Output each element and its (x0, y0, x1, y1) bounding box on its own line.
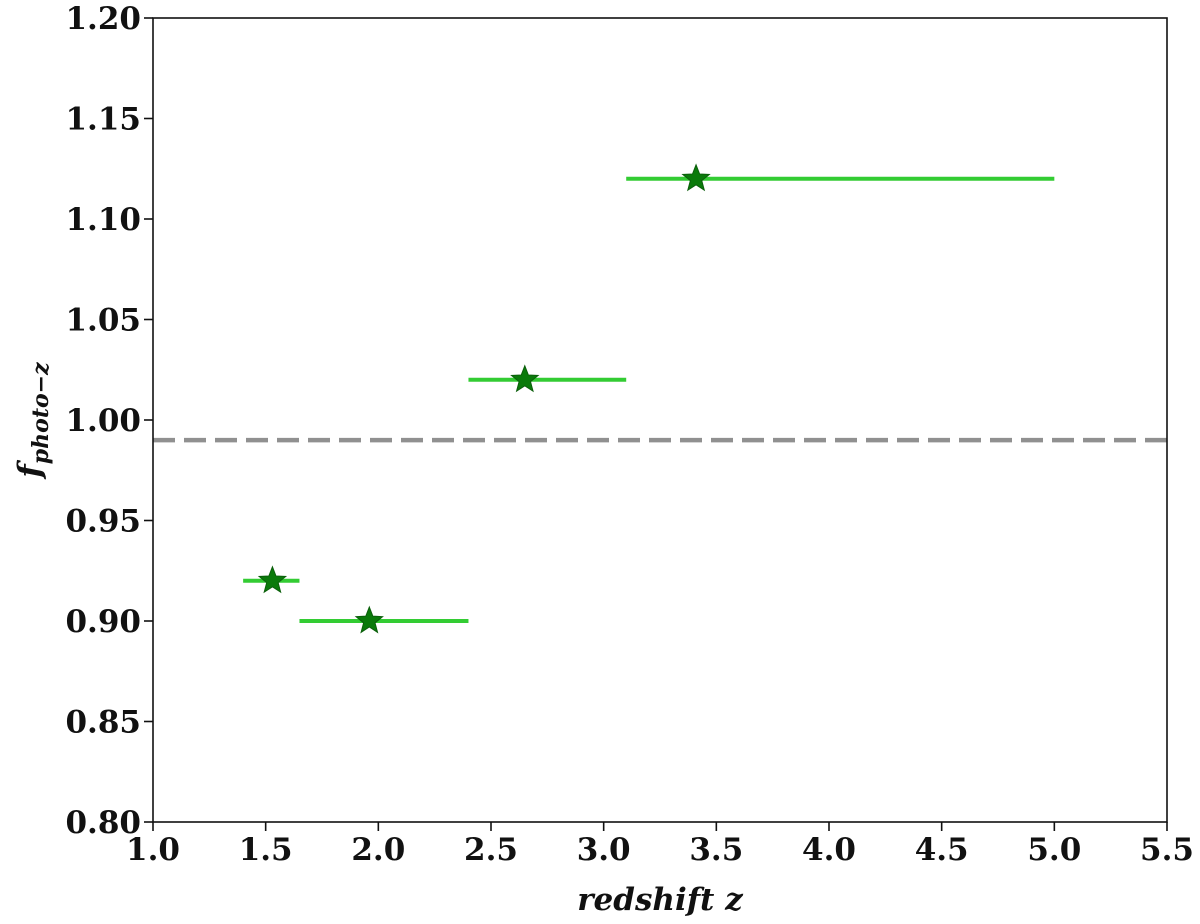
data-point-star-3 (510, 364, 540, 393)
data-points-layer (257, 163, 711, 634)
plot-frame (152, 17, 1168, 823)
x-tick-label-2.5: 2.5 (464, 832, 518, 868)
y-tick-label-0.95: 0.95 (65, 504, 141, 540)
x-tick-label-3.5: 3.5 (689, 832, 743, 868)
data-point-star-2 (354, 605, 384, 634)
x-tick-label-4.5: 4.5 (915, 832, 969, 868)
y-tick-label-0.80: 0.80 (65, 805, 141, 841)
y-axis-label: fphoto−z (12, 362, 54, 480)
y-tick-label-0.90: 0.90 (65, 604, 141, 640)
y-axis-label-main: f (12, 460, 48, 480)
y-axis-label-subscript: photo−z (28, 362, 54, 464)
y-tick-label-1.20: 1.20 (65, 1, 141, 37)
x-axis-label: redshift z (577, 882, 744, 918)
x-tick-label-1.5: 1.5 (239, 832, 293, 868)
x-tick-label-1.0: 1.0 (126, 832, 180, 868)
data-point-star-4 (681, 163, 711, 192)
x-tick-label-3.0: 3.0 (577, 832, 631, 868)
y-tick-label-1.10: 1.10 (65, 202, 141, 238)
y-tick-label-1.00: 1.00 (65, 403, 141, 439)
ticks-layer: 1.0 1.5 2.0 2.5 3.0 3.5 4.0 4.5 5.0 5.5 0.80 0.85 0.… (65, 1, 1193, 868)
y-tick-label-0.85: 0.85 (65, 705, 141, 741)
y-tick-label-1.15: 1.15 (65, 102, 141, 138)
x-tick-label-4.0: 4.0 (802, 832, 856, 868)
x-tick-label-5.5: 5.5 (1140, 832, 1194, 868)
data-point-star-1 (257, 565, 288, 594)
y-tick-label-1.05: 1.05 (65, 303, 141, 339)
x-tick-label-5.0: 5.0 (1027, 832, 1081, 868)
x-tick-label-2.0: 2.0 (351, 832, 405, 868)
bin-ranges-layer (243, 176, 1055, 623)
